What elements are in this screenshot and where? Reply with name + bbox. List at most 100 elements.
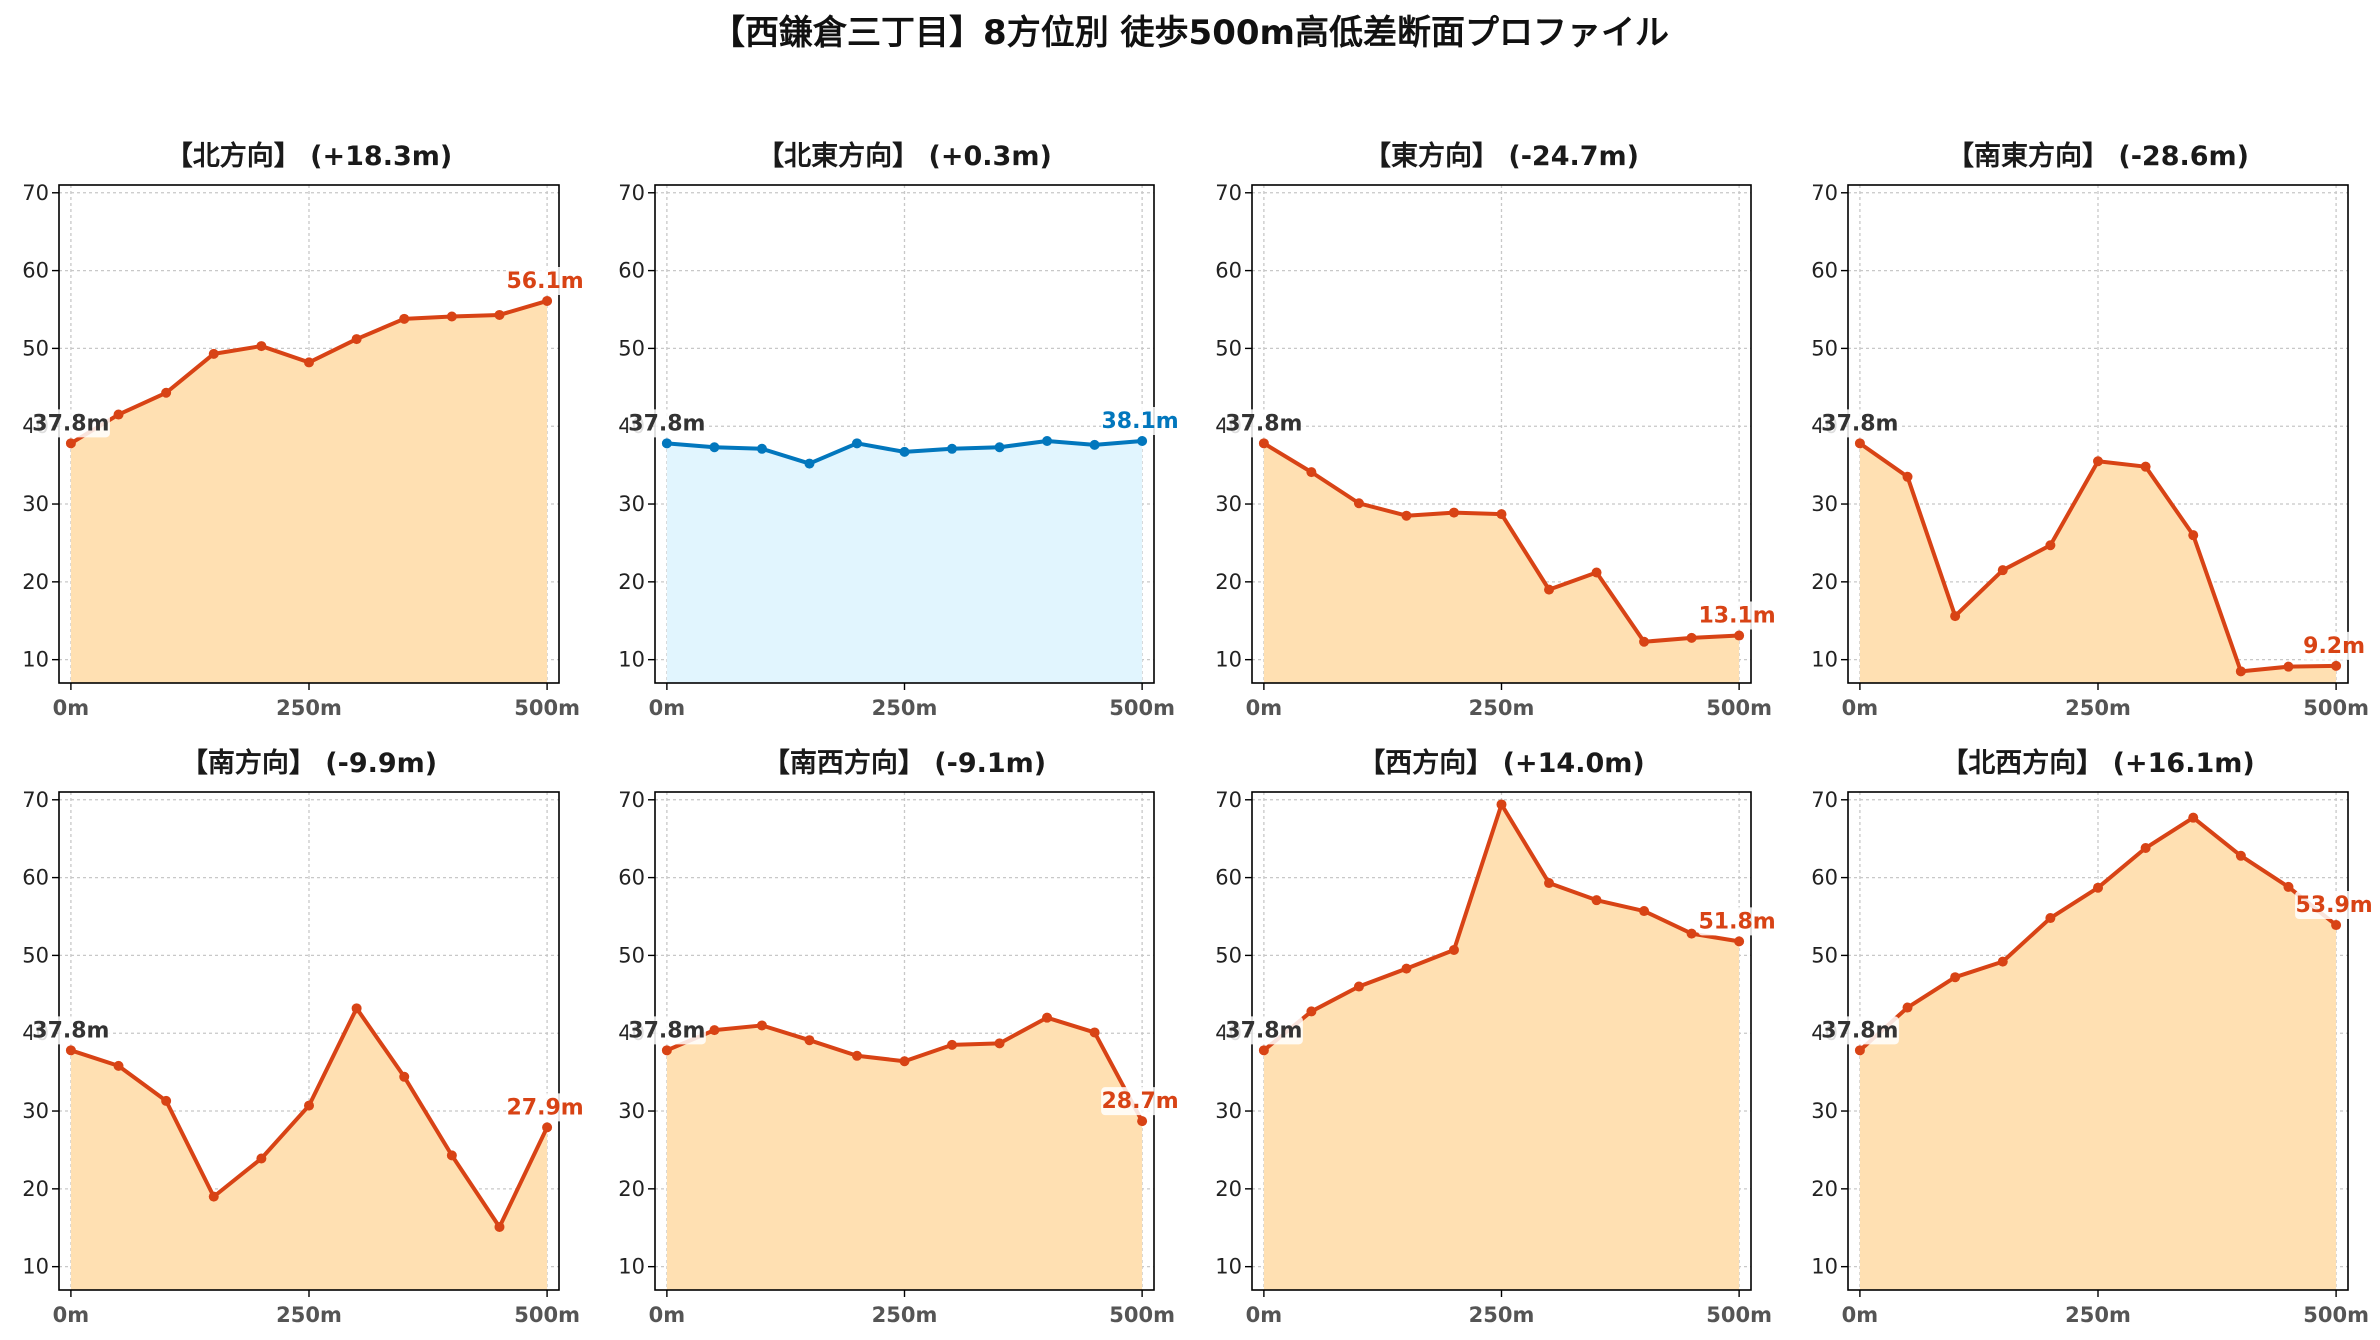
x-tick-label: 0m: [1246, 696, 1283, 720]
end-elevation-label: 56.1m: [506, 269, 583, 294]
data-point: [1353, 981, 1364, 992]
data-point: [1686, 928, 1697, 939]
data-point: [1591, 567, 1602, 578]
start-elevation-label-bg: [627, 1016, 706, 1045]
end-elevation-label: 53.9m: [2295, 893, 2372, 918]
y-tick-label: 60: [618, 866, 645, 890]
y-tick-label: 10: [1215, 648, 1242, 672]
panel-title: 【北東方向】 (+0.3m): [757, 140, 1052, 172]
y-tick-label: 50: [22, 336, 49, 360]
y-tick-label: 20: [22, 570, 49, 594]
data-point: [2093, 882, 2103, 893]
start-elevation-label-bg: [1224, 409, 1303, 438]
x-tick-label: 0m: [1842, 1303, 1879, 1327]
y-tick-label: 30: [22, 492, 49, 516]
data-point: [161, 1095, 172, 1106]
data-point: [1997, 956, 2008, 967]
area-fill: [1263, 804, 1740, 1290]
y-tick-label: 60: [22, 259, 49, 283]
data-point: [2045, 913, 2056, 924]
x-tick-label: 500m: [1706, 696, 1772, 720]
data-point: [304, 357, 314, 368]
y-tick-label: 60: [1215, 866, 1242, 890]
data-point: [1258, 1045, 1269, 1056]
start-elevation-label-bg: [31, 409, 110, 438]
y-tick-label: 10: [1215, 1255, 1242, 1279]
end-elevation-label-bg: [2301, 631, 2367, 660]
y-tick-label: 50: [618, 943, 645, 967]
y-tick-label: 10: [618, 1255, 645, 1279]
data-point: [1639, 636, 1650, 647]
data-point: [899, 1056, 910, 1067]
x-tick-label: 250m: [276, 1303, 342, 1327]
data-point: [1639, 906, 1650, 917]
y-tick-label: 30: [1215, 1099, 1242, 1123]
figure-title: 【西鎌倉三丁目】8方位別 徒歩500m高低差断面プロファイル: [711, 13, 1669, 53]
x-tick-label: 0m: [649, 1303, 686, 1327]
data-point: [2283, 881, 2294, 892]
data-point: [756, 443, 767, 454]
data-point: [661, 1045, 672, 1056]
data-point: [351, 334, 362, 345]
data-point: [161, 387, 172, 398]
data-point: [1137, 1116, 1148, 1127]
x-tick-label: 250m: [872, 696, 938, 720]
panel-3: 102030405060700m250m500m【南東方向】 (-28.6m)3…: [1811, 140, 2369, 720]
end-elevation-label-bg: [1101, 407, 1180, 436]
y-tick-label: 70: [22, 788, 49, 812]
y-tick-label: 70: [1811, 788, 1838, 812]
start-elevation-label: 37.8m: [1225, 411, 1302, 436]
end-elevation-label-bg: [506, 1093, 585, 1122]
y-tick-label: 30: [618, 492, 645, 516]
data-point: [1591, 895, 1602, 906]
data-point: [1496, 509, 1507, 520]
y-tick-label: 60: [22, 866, 49, 890]
y-tick-label: 20: [618, 570, 645, 594]
x-tick-label: 0m: [649, 696, 686, 720]
y-tick-label: 70: [22, 181, 49, 205]
end-elevation-label-bg: [1101, 1087, 1180, 1116]
data-point: [1042, 436, 1053, 447]
data-point: [2331, 660, 2342, 671]
data-point: [542, 1122, 553, 1133]
data-point: [2235, 666, 2246, 677]
area-fill: [666, 1017, 1143, 1290]
area-fill: [1859, 443, 2337, 683]
data-point: [994, 442, 1005, 453]
x-tick-label: 0m: [53, 696, 90, 720]
data-point: [542, 295, 553, 306]
x-tick-label: 0m: [1246, 1303, 1283, 1327]
data-point: [494, 309, 505, 320]
area-fill: [666, 441, 1143, 683]
data-point: [2140, 461, 2151, 472]
data-point: [2331, 920, 2342, 931]
panel-6: 102030405060700m250m500m【西方向】 (+14.0m)37…: [1215, 747, 1777, 1327]
start-elevation-label: 37.8m: [32, 1018, 109, 1043]
y-tick-label: 30: [1215, 492, 1242, 516]
data-point: [1854, 438, 1865, 449]
data-point: [2235, 850, 2246, 861]
y-tick-label: 60: [1811, 259, 1838, 283]
y-tick-label: 70: [618, 181, 645, 205]
data-point: [947, 443, 958, 454]
start-elevation-label-bg: [627, 409, 706, 438]
x-tick-label: 500m: [2303, 696, 2369, 720]
start-elevation-label: 37.8m: [628, 411, 705, 436]
x-tick-label: 500m: [2303, 1303, 2369, 1327]
y-tick-label: 30: [618, 1099, 645, 1123]
area-fill: [1263, 443, 1740, 683]
start-elevation-label: 37.8m: [32, 411, 109, 436]
data-point: [351, 1003, 362, 1014]
end-elevation-label: 51.8m: [1699, 909, 1776, 934]
end-elevation-label: 27.9m: [506, 1095, 583, 1120]
x-tick-label: 500m: [514, 696, 580, 720]
data-point: [2140, 843, 2151, 854]
start-elevation-label: 37.8m: [1225, 1018, 1302, 1043]
data-point: [2283, 661, 2294, 672]
data-point: [1902, 471, 1913, 482]
panel-title: 【西方向】 (+14.0m): [1358, 747, 1644, 779]
x-tick-label: 500m: [1109, 1303, 1175, 1327]
x-tick-label: 250m: [2065, 696, 2131, 720]
panel-7: 102030405060700m250m500m【北西方向】 (+16.1m)3…: [1811, 747, 2374, 1327]
